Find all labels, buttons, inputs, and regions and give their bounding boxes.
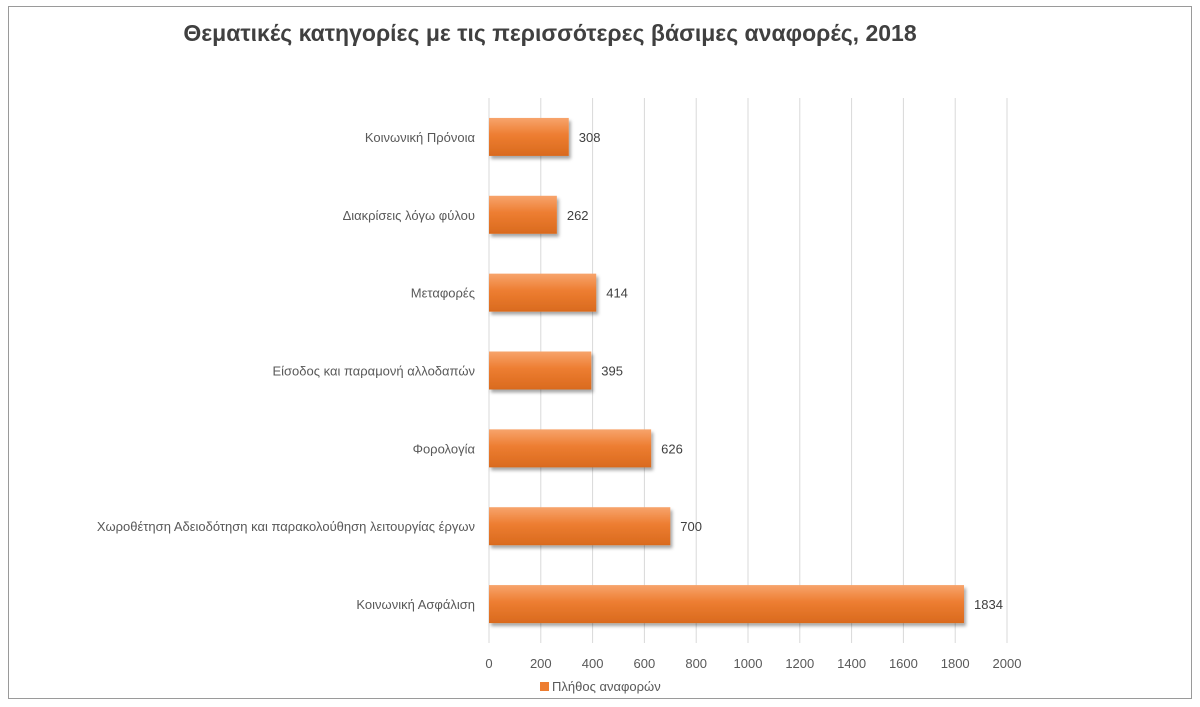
data-label: 395 [601, 364, 623, 379]
bar [489, 507, 671, 546]
bar [489, 429, 652, 468]
data-label: 262 [567, 208, 589, 223]
x-tick-label: 1800 [941, 656, 970, 671]
bar [489, 195, 557, 234]
chart-title: Θεματικές κατηγορίες με τις περισσότερες… [183, 20, 917, 46]
category-label: Φορολογία [413, 441, 476, 456]
data-label: 626 [661, 441, 683, 456]
data-label: 700 [680, 519, 702, 534]
legend: Πλήθος αναφορών [540, 679, 661, 694]
x-tick-label: 1400 [837, 656, 866, 671]
x-tick-label: 1600 [889, 656, 918, 671]
data-labels: 308 262 414 395 626 700 1834 [567, 130, 1003, 612]
x-tick-label: 2000 [993, 656, 1022, 671]
x-tick-label: 400 [582, 656, 604, 671]
chart-frame [8, 6, 1192, 699]
x-tick-label: 1200 [785, 656, 814, 671]
bars [489, 117, 965, 624]
category-label: Κοινωνική Πρόνοια [365, 130, 476, 145]
category-label: Κοινωνική Ασφάλιση [356, 597, 475, 612]
x-tick-label: 600 [634, 656, 656, 671]
category-label: Χωροθέτηση Αδειοδότηση και παρακολούθηση… [97, 519, 475, 534]
x-axis: 0 200 400 600 800 1000 1200 1400 1600 1800 2000 [485, 656, 1021, 671]
legend-swatch [540, 682, 549, 691]
x-tick-label: 800 [685, 656, 707, 671]
data-label: 308 [579, 130, 601, 145]
data-label: 414 [606, 286, 628, 301]
category-label: Διακρίσεις λόγω φύλου [343, 208, 475, 223]
gridlines [488, 98, 1008, 643]
x-tick-label: 1000 [734, 656, 763, 671]
data-label: 1834 [974, 597, 1003, 612]
bar [489, 273, 597, 312]
category-label: Μεταφορές [411, 286, 475, 301]
category-label: Είσοδος και παραμονή αλλοδαπών [272, 364, 475, 379]
bar [489, 585, 965, 624]
legend-label: Πλήθος αναφορών [552, 679, 661, 694]
bar [489, 351, 592, 390]
x-tick-label: 200 [530, 656, 552, 671]
x-tick-label: 0 [485, 656, 492, 671]
bar [489, 117, 569, 156]
category-labels: Κοινωνική Πρόνοια Διακρίσεις λόγω φύλου Με… [97, 130, 476, 612]
